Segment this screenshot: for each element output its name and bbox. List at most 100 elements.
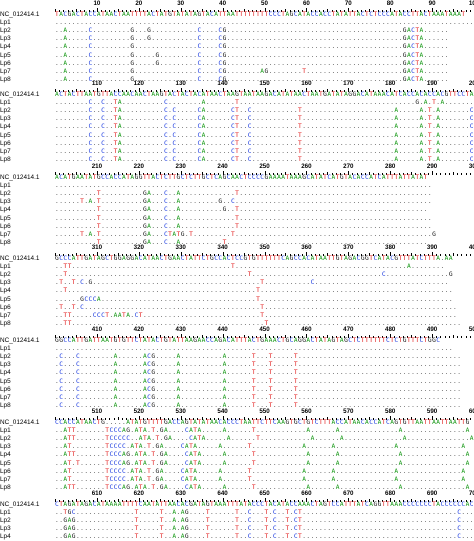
nucleotide: .: [386, 51, 390, 59]
nucleotide: .: [109, 401, 114, 409]
nucleotide: C: [189, 174, 193, 181]
nucleotide: .: [147, 75, 151, 83]
nucleotide: .: [381, 319, 386, 327]
nucleotide: .: [457, 155, 461, 163]
nucleotide: .: [272, 401, 277, 409]
nucleotide: .: [440, 51, 445, 59]
ruler-tick: [419, 10, 421, 12]
ruler-tick: [402, 10, 404, 12]
nucleotide: T: [235, 214, 239, 222]
nucleotide: .: [84, 75, 89, 83]
nucleotide: .: [398, 155, 403, 163]
nucleotide: .: [310, 190, 315, 198]
nucleotide: .: [201, 271, 206, 279]
nucleotide: .: [360, 271, 365, 279]
ruler-tick: [394, 173, 396, 175]
ruler-tick: [96, 334, 98, 338]
nucleotide: .: [344, 190, 348, 198]
nucleotide: .: [293, 59, 298, 67]
sequence-name: Lp2: [0, 190, 11, 198]
nucleotide: .: [214, 361, 218, 369]
nucleotide: .: [180, 361, 185, 369]
nucleotide: .: [335, 263, 340, 271]
sequence-row: Lp3...... T. A. T.......... G A... C.. A.......…: [0, 198, 474, 206]
nucleotide: A: [168, 91, 172, 98]
nucleotide: .: [214, 75, 218, 83]
nucleotide: .: [327, 19, 332, 27]
nucleotide: A: [335, 11, 340, 18]
nucleotide: .: [155, 43, 160, 51]
nucleotide: .: [126, 377, 130, 385]
nucleotide: .: [369, 385, 373, 393]
nucleotide: T: [365, 337, 369, 344]
nucleotide: .: [411, 311, 415, 319]
nucleotide: A: [398, 11, 403, 18]
nucleotide: .: [264, 393, 269, 401]
nucleotide: .: [360, 222, 365, 230]
nucleotide: A: [406, 27, 411, 35]
nucleotide: .: [331, 182, 336, 190]
sequence-row: NC_012414.1 A C A T G A A T A T G C C A C C A T A G G T T A C T C T T…: [0, 174, 474, 182]
nucleotide: .: [71, 393, 76, 401]
nucleotide: G: [151, 361, 156, 369]
nucleotide: .: [318, 295, 323, 303]
nucleotide: G: [84, 337, 89, 344]
nucleotide: .: [377, 287, 382, 295]
nucleotide: .: [306, 353, 311, 361]
nucleotide: .: [130, 19, 135, 27]
nucleotide: .: [306, 27, 311, 35]
nucleotide: .: [281, 238, 285, 246]
nucleotide: .: [444, 287, 449, 295]
nucleotide: .: [360, 198, 365, 206]
nucleotide: .: [352, 75, 357, 83]
ruler-tick: [189, 254, 191, 256]
nucleotide: G: [67, 11, 72, 18]
nucleotide: .: [210, 206, 214, 214]
nucleotide: .: [243, 230, 248, 238]
nucleotide: .: [390, 353, 394, 361]
nucleotide: .: [440, 303, 445, 311]
nucleotide: .: [205, 369, 210, 377]
nucleotide: .: [323, 279, 327, 287]
nucleotide: A: [352, 255, 357, 262]
nucleotide: .: [109, 279, 114, 287]
nucleotide: .: [138, 230, 143, 238]
nucleotide: .: [193, 295, 197, 303]
nucleotide: .: [122, 43, 126, 51]
ruler-tick: [281, 173, 283, 175]
nucleotide: .: [277, 115, 281, 123]
ruler-tick: [256, 10, 258, 12]
nucleotide: .: [126, 238, 130, 246]
nucleotide: .: [432, 319, 436, 327]
nucleotide: C: [306, 255, 311, 262]
nucleotide: .: [411, 206, 415, 214]
nucleotide: .: [281, 19, 285, 27]
nucleotide: A: [373, 91, 378, 98]
nucleotide: .: [226, 139, 231, 147]
nucleotide: .: [151, 27, 156, 35]
nucleotide: .: [335, 115, 340, 123]
ruler-tick: [109, 173, 111, 175]
nucleotide: .: [172, 198, 176, 206]
sequence-row: Lp5........ C.. C.. T A.......... C. C..... C A.…: [0, 132, 474, 140]
nucleotide: .: [419, 222, 424, 230]
nucleotide: C: [88, 59, 93, 67]
nucleotide: .: [168, 377, 172, 385]
nucleotide: .: [352, 279, 357, 287]
nucleotide: .: [381, 303, 386, 311]
nucleotide: .: [193, 353, 197, 361]
nucleotide: .: [310, 155, 315, 163]
ruler-tick: [201, 89, 203, 92]
ruler-tick: [147, 90, 149, 92]
nucleotide: .: [201, 303, 206, 311]
nucleotide: G: [142, 222, 147, 230]
nucleotide: .: [159, 131, 164, 139]
nucleotide: .: [184, 51, 189, 59]
nucleotide: .: [310, 19, 315, 27]
nucleotide: .: [331, 353, 336, 361]
nucleotide: .: [67, 393, 72, 401]
nucleotide: .: [84, 115, 89, 123]
nucleotide: .: [377, 75, 382, 83]
nucleotide: .: [344, 401, 348, 409]
nucleotide: .: [377, 27, 382, 35]
